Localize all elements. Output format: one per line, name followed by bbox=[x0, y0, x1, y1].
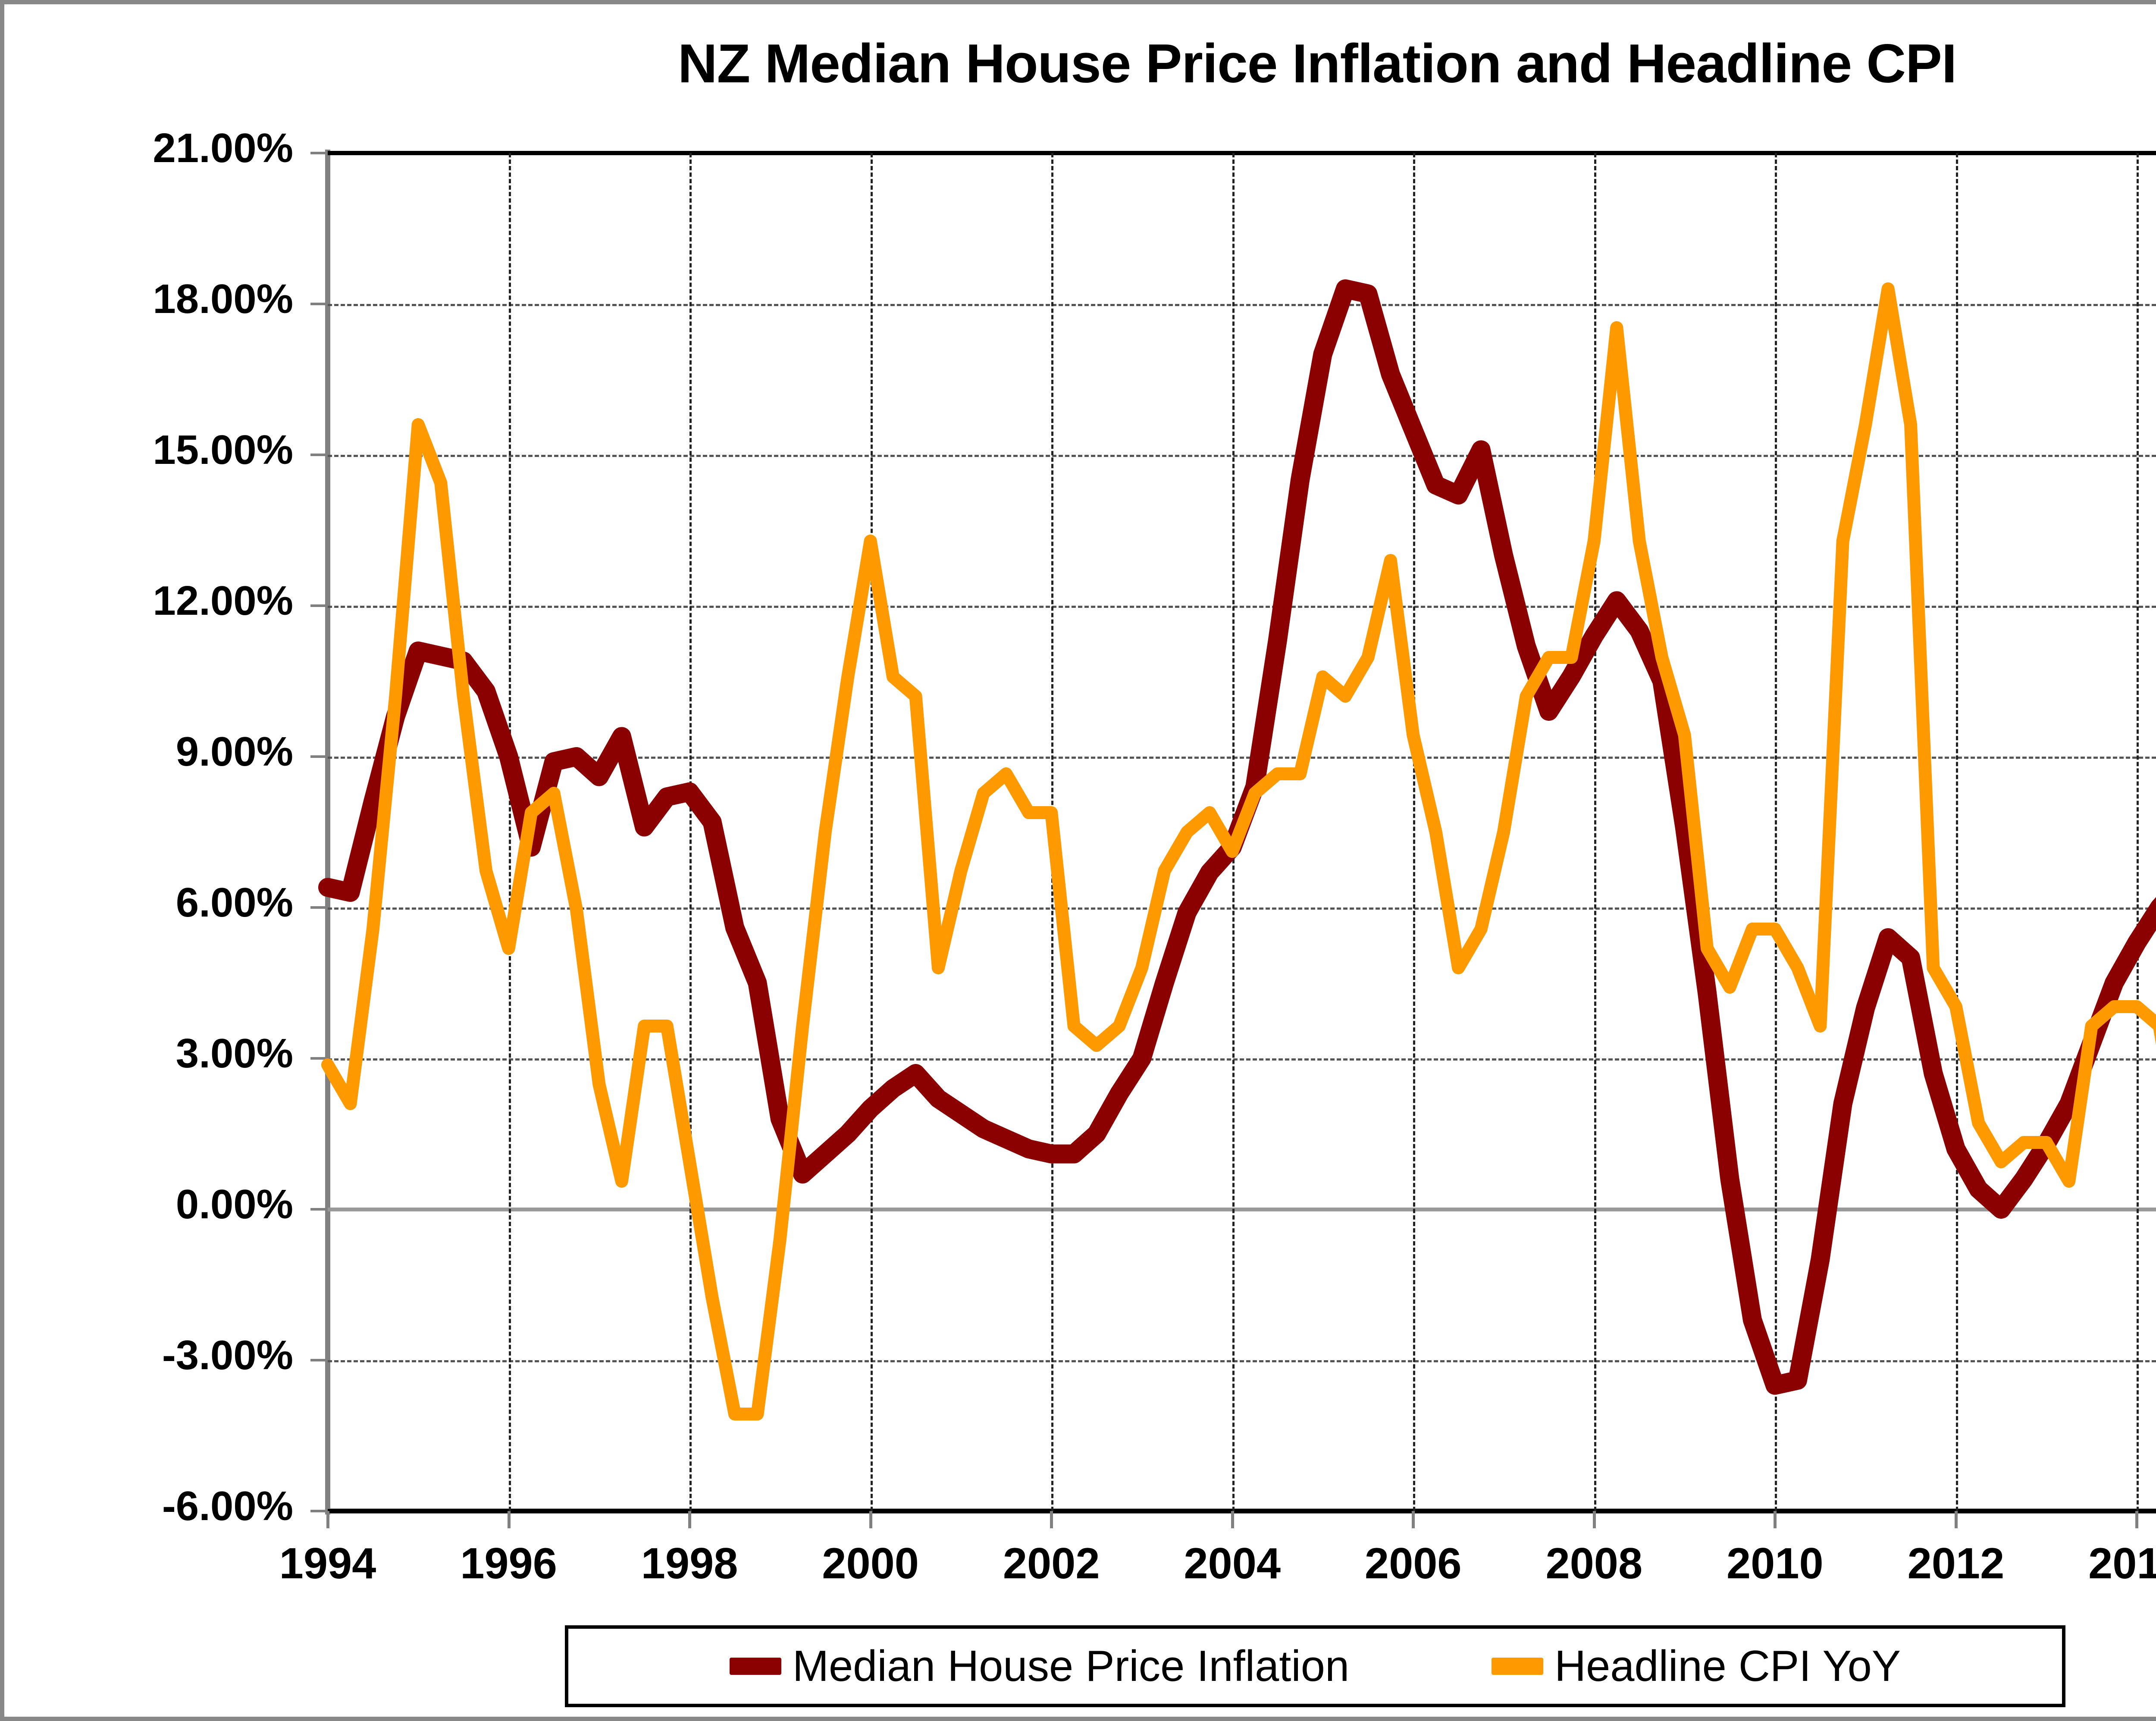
vertical-gridline bbox=[1775, 153, 1777, 1511]
left-axis-tick bbox=[310, 1359, 328, 1361]
legend-swatch-icon bbox=[1492, 1658, 1544, 1675]
vertical-gridline bbox=[1594, 153, 1596, 1511]
x-axis-tick-label: 1996 bbox=[460, 1540, 557, 1588]
left-axis-tick bbox=[310, 1208, 328, 1211]
horizontal-gridline bbox=[328, 455, 2156, 457]
x-axis-tick-label: 2014 bbox=[2088, 1540, 2156, 1588]
x-axis-tick bbox=[1231, 1511, 1234, 1528]
legend-label: Headline CPI YoY bbox=[1554, 1642, 1901, 1690]
left-axis-tick-label: 0.00% bbox=[175, 1181, 293, 1227]
left-axis-tick bbox=[310, 1510, 328, 1512]
horizontal-gridline bbox=[328, 1058, 2156, 1061]
vertical-gridline bbox=[1413, 153, 1416, 1511]
left-axis-tick-label: 12.00% bbox=[153, 578, 293, 624]
x-axis-tick bbox=[1412, 1511, 1415, 1528]
legend-item-headline-cpi[interactable]: Headline CPI YoY bbox=[1492, 1642, 1901, 1691]
vertical-gridline bbox=[508, 153, 511, 1511]
x-axis-tick-label: 2010 bbox=[1727, 1540, 1824, 1588]
x-axis-tick-label: 1994 bbox=[279, 1540, 376, 1588]
x-axis-tick bbox=[1954, 1511, 1958, 1528]
x-axis-tick bbox=[1050, 1511, 1053, 1528]
left-axis-tick-label: 21.00% bbox=[153, 125, 293, 171]
plot-top-border bbox=[328, 151, 2156, 155]
left-axis-tick-label: 3.00% bbox=[175, 1030, 293, 1076]
left-axis-tick-label: -6.00% bbox=[162, 1483, 293, 1529]
chart-legend: Median House Price Inflation Headline CPI… bbox=[565, 1625, 2065, 1707]
chart-title: NZ Median House Price Inflation and Head… bbox=[677, 33, 1957, 94]
x-axis-tick bbox=[1774, 1511, 1777, 1528]
x-axis-tick-label: 2006 bbox=[1364, 1540, 1462, 1588]
legend-item-house-price-inflation[interactable]: Median House Price Inflation bbox=[729, 1642, 1350, 1691]
x-axis-tick bbox=[1592, 1511, 1596, 1528]
left-axis-tick bbox=[310, 152, 328, 154]
legend-label: Median House Price Inflation bbox=[792, 1642, 1350, 1690]
x-axis-tick bbox=[507, 1511, 511, 1528]
vertical-gridline bbox=[1955, 153, 1958, 1511]
horizontal-gridline bbox=[328, 757, 2156, 759]
horizontal-gridline bbox=[328, 304, 2156, 306]
left-axis-tick-label: 18.00% bbox=[153, 276, 293, 322]
left-axis-tick bbox=[310, 1057, 328, 1060]
series-layer bbox=[318, 279, 2156, 1421]
left-axis-tick bbox=[310, 906, 328, 909]
x-axis-tick bbox=[2135, 1511, 2139, 1528]
left-axis-line bbox=[325, 150, 330, 1514]
series-line-headline-cpi bbox=[321, 282, 2156, 1421]
x-axis-tick-label: 1998 bbox=[641, 1540, 738, 1588]
x-axis-tick-label: 2012 bbox=[1907, 1540, 2005, 1588]
left-axis-tick-label: 6.00% bbox=[175, 879, 293, 926]
x-axis-tick bbox=[688, 1511, 692, 1528]
x-axis-tick bbox=[869, 1511, 872, 1528]
left-axis-tick-label: 15.00% bbox=[153, 427, 293, 473]
left-axis-tick-label: -3.00% bbox=[162, 1332, 293, 1378]
plot-bottom-border bbox=[328, 1509, 2156, 1513]
horizontal-gridline bbox=[328, 907, 2156, 910]
series-line-house-price-inflation bbox=[318, 279, 2156, 1395]
plot-area: 21.00% 18.00% 15.00% 12.00% 9.00% 6.00% 3.00% 0… bbox=[153, 125, 2156, 1588]
horizontal-gridline bbox=[328, 1360, 2156, 1362]
left-axis-tick bbox=[310, 454, 328, 456]
x-axis-tick-label: 2008 bbox=[1545, 1540, 1643, 1588]
zero-reference-line bbox=[328, 1208, 2156, 1211]
x-axis-tick-label: 2004 bbox=[1184, 1540, 1281, 1588]
left-axis-tick bbox=[310, 604, 328, 607]
x-axis-tick-label: 2002 bbox=[1003, 1540, 1100, 1588]
horizontal-gridline bbox=[328, 606, 2156, 608]
vertical-gridline bbox=[2137, 153, 2139, 1511]
left-axis-tick bbox=[310, 303, 328, 305]
left-axis-tick-label: 9.00% bbox=[175, 729, 293, 775]
x-axis-tick bbox=[326, 1511, 329, 1528]
left-axis-tick bbox=[310, 755, 328, 758]
legend-swatch-icon bbox=[729, 1658, 781, 1675]
x-axis-tick-label: 2000 bbox=[822, 1540, 919, 1588]
vertical-gridline bbox=[689, 153, 692, 1511]
vertical-gridline bbox=[870, 153, 873, 1511]
